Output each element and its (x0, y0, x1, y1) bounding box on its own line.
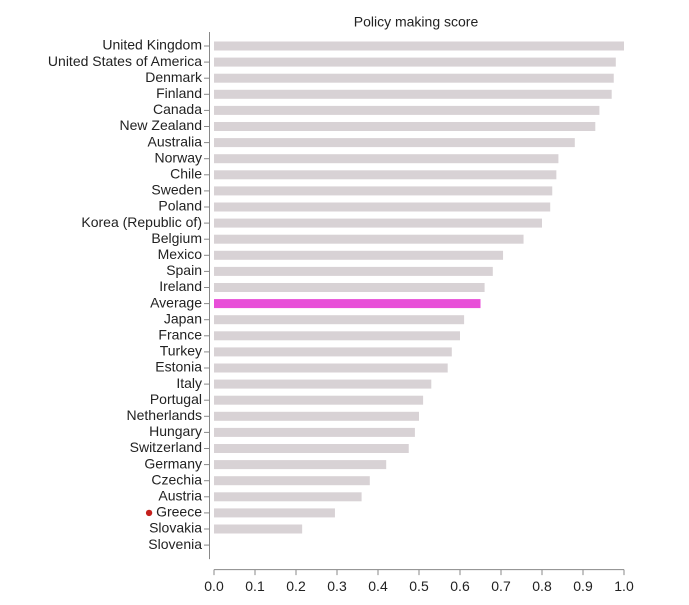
bar (214, 57, 616, 67)
marker-dot (145, 509, 153, 517)
y-tick-label: Canada (153, 101, 202, 117)
y-tick-label: Austria (158, 488, 202, 504)
y-tick-label: Hungary (149, 423, 202, 439)
y-tick-label: United States of America (48, 53, 202, 69)
y-tick-label: Slovakia (149, 520, 202, 536)
y-tick-label: Czechia (151, 471, 202, 487)
bar (214, 508, 335, 518)
bar (214, 444, 409, 453)
bar (214, 266, 493, 276)
bar (214, 170, 557, 180)
bar (214, 218, 542, 228)
bar (214, 315, 465, 325)
y-tick-label: Netherlands (127, 407, 203, 423)
bar (214, 186, 553, 196)
y-tick-label: Estonia (155, 359, 202, 375)
y-tick-label: Korea (Republic of) (81, 214, 202, 230)
y-tick-label: Ireland (159, 278, 202, 294)
y-tick-label: Norway (155, 149, 202, 165)
y-tick-label: Finland (156, 85, 202, 101)
y-tick-label: Chile (170, 166, 202, 182)
bar (214, 89, 612, 99)
x-tick-label: 1.0 (614, 578, 634, 594)
bar (214, 460, 387, 470)
x-tick-label: 0.4 (368, 578, 388, 594)
bar (214, 138, 575, 148)
y-tick-label: Belgium (151, 230, 202, 246)
x-tick-label: 0.0 (204, 578, 224, 594)
y-tick-label: United Kingdom (102, 37, 202, 53)
y-tick-label: Portugal (150, 391, 202, 407)
bar (214, 154, 559, 164)
bar (214, 283, 485, 292)
y-tick-label: Sweden (151, 182, 202, 198)
y-tick-label: France (158, 327, 202, 343)
chart-title: Policy making score (354, 14, 479, 30)
bar (214, 347, 452, 357)
y-tick-label: Germany (144, 455, 202, 471)
bar (214, 395, 424, 405)
bar (214, 105, 600, 115)
bar (214, 379, 432, 389)
x-tick-label: 0.1 (245, 578, 265, 594)
y-tick-label: Mexico (158, 246, 203, 262)
bar (214, 476, 370, 486)
bar (214, 299, 481, 309)
y-tick-label: Average (150, 294, 202, 310)
y-tick-label: Slovenia (148, 536, 202, 552)
y-tick-label: Switzerland (130, 439, 202, 455)
x-tick-label: 0.8 (532, 578, 552, 594)
bar (214, 427, 415, 437)
y-tick-label: Denmark (145, 69, 203, 85)
y-tick-label: Greece (156, 504, 202, 520)
y-tick-label: Italy (176, 375, 202, 391)
bar (214, 331, 460, 341)
bar (214, 250, 504, 260)
bar (214, 73, 614, 83)
bar (214, 122, 596, 131)
bar (214, 363, 448, 373)
x-tick-label: 0.7 (491, 578, 511, 594)
x-tick-label: 0.2 (286, 578, 306, 594)
bar (214, 234, 524, 244)
y-tick-label: Poland (158, 198, 202, 214)
y-tick-label: Japan (164, 310, 202, 326)
bar (214, 202, 551, 212)
y-tick-label: Spain (166, 262, 202, 278)
y-tick-label: Turkey (160, 343, 202, 359)
y-tick-label: New Zealand (120, 117, 203, 133)
bar (214, 411, 419, 421)
x-tick-label: 0.9 (573, 578, 593, 594)
x-tick-label: 0.6 (450, 578, 470, 594)
x-tick-label: 0.3 (327, 578, 347, 594)
bar (214, 41, 624, 51)
x-tick-label: 0.5 (409, 578, 429, 594)
y-tick-label: Australia (148, 133, 203, 149)
bar (214, 524, 303, 534)
bar (214, 492, 362, 502)
